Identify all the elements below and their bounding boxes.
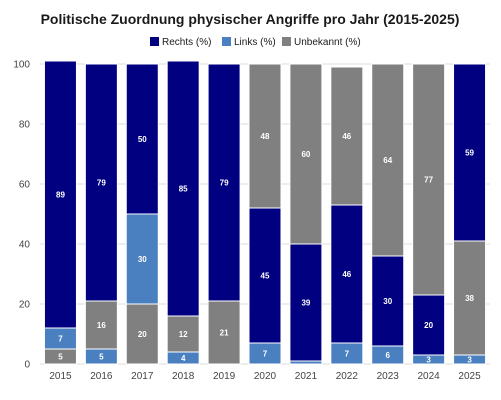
bar-rechts-2016 (84, 63, 118, 302)
bar-rechts-2022 (330, 204, 364, 344)
bar-rechts-2019 (207, 63, 241, 302)
x-tick-label-2018: 2018 (172, 371, 195, 382)
x-tick-label-2024: 2024 (418, 371, 441, 382)
data-label-rechts-2017: 50 (138, 135, 147, 144)
data-label-unbekannt-2021: 60 (301, 150, 310, 159)
data-label-rechts-2021: 39 (301, 299, 310, 308)
y-tick-label-20: 20 (19, 300, 31, 311)
data-label-unbekannt-2024: 77 (424, 176, 433, 185)
bar-unbekannt-2018 (166, 315, 200, 353)
bar-unbekannt-2019 (207, 300, 241, 365)
bar-unbekannt-2023 (371, 63, 405, 257)
data-label-unbekannt-2018: 12 (179, 330, 188, 339)
data-labels: 5 7 89 5 16 79 20 30 50 4 12 85 21 79 7 45 48 39 60 7 46 46 6 3… (56, 132, 475, 365)
data-label-rechts-2023: 30 (383, 297, 392, 306)
y-axis: 0 20 40 60 80 100 (13, 60, 30, 371)
y-tick-label-40: 40 (19, 240, 31, 251)
x-tick-label-2022: 2022 (336, 371, 359, 382)
data-label-links-2017: 30 (138, 255, 147, 264)
data-label-unbekannt-2016: 16 (97, 321, 106, 330)
data-label-rechts-2018: 85 (179, 185, 188, 194)
data-label-links-2025: 3 (467, 356, 472, 365)
bar-unbekannt-2017 (125, 303, 159, 365)
data-label-rechts-2016: 79 (97, 179, 106, 188)
chart-title: Politische Zuordnung physischer Angriffe… (41, 11, 460, 27)
x-tick-label-2021: 2021 (295, 371, 318, 382)
x-tick-label-2015: 2015 (49, 371, 72, 382)
data-label-links-2024: 3 (426, 356, 431, 365)
data-label-rechts-2020: 45 (261, 272, 270, 281)
data-label-unbekannt-2023: 64 (383, 156, 392, 165)
data-label-links-2016: 5 (99, 353, 104, 362)
legend-label-rechts: Rechts (%) (162, 37, 211, 48)
data-label-links-2022: 7 (345, 350, 350, 359)
bar-rechts-2015 (43, 60, 77, 329)
bars (43, 60, 487, 365)
data-label-rechts-2022: 46 (342, 270, 351, 279)
x-tick-label-2025: 2025 (458, 371, 481, 382)
x-tick-label-2017: 2017 (131, 371, 154, 382)
legend-swatch-rechts (150, 37, 159, 46)
x-tick-label-2019: 2019 (213, 371, 236, 382)
data-label-unbekannt-2020: 48 (261, 132, 270, 141)
data-label-unbekannt-2019: 21 (220, 329, 229, 338)
bar-links-2017 (125, 213, 159, 305)
bar-unbekannt-2021 (289, 63, 323, 245)
bar-rechts-2017 (125, 63, 159, 215)
bar-rechts-2025 (453, 63, 487, 242)
legend-swatch-links (222, 37, 231, 46)
data-label-unbekannt-2025: 38 (465, 294, 474, 303)
x-tick-label-2023: 2023 (377, 371, 400, 382)
data-label-unbekannt-2022: 46 (342, 132, 351, 141)
y-tick-label-80: 80 (19, 120, 31, 131)
bar-unbekannt-2024 (412, 63, 446, 296)
data-label-rechts-2019: 79 (220, 179, 229, 188)
bar-unbekannt-2020 (248, 63, 282, 209)
legend-swatch-unbekannt (282, 37, 291, 46)
bar-rechts-2024 (412, 294, 446, 356)
bar-rechts-2018 (166, 60, 200, 317)
bar-rechts-2023 (371, 255, 405, 347)
data-label-rechts-2024: 20 (424, 321, 433, 330)
y-tick-label-0: 0 (24, 360, 30, 371)
x-tick-label-2016: 2016 (90, 371, 113, 382)
data-label-unbekannt-2015: 5 (58, 353, 63, 362)
x-axis: 2015 2016 2017 2018 2019 2020 2021 2022 2023 2024… (49, 371, 481, 382)
x-tick-label-2020: 2020 (254, 371, 277, 382)
data-label-links-2020: 7 (263, 350, 268, 359)
data-label-rechts-2015: 89 (56, 191, 65, 200)
legend-label-unbekannt: Unbekannt (%) (294, 37, 361, 48)
data-label-rechts-2025: 59 (465, 149, 474, 158)
data-label-unbekannt-2017: 20 (138, 330, 147, 339)
data-label-links-2018: 4 (181, 354, 186, 363)
bar-rechts-2021 (289, 243, 323, 362)
bar-unbekannt-2022 (330, 66, 364, 206)
legend-label-links: Links (%) (234, 37, 276, 48)
data-label-links-2023: 6 (386, 351, 391, 360)
y-tick-label-100: 100 (13, 60, 30, 71)
data-label-links-2015: 7 (58, 335, 63, 344)
y-tick-label-60: 60 (19, 180, 31, 191)
legend: Rechts (%) Links (%) Unbekannt (%) (150, 37, 361, 48)
